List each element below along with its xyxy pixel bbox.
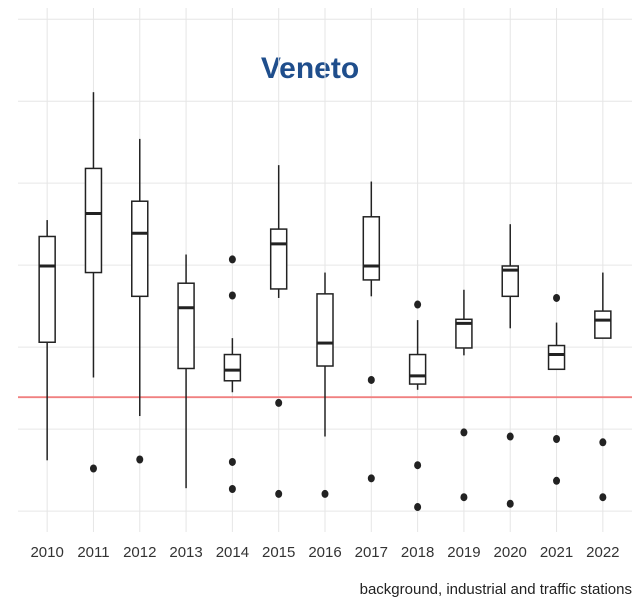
x-tick-label: 2014 — [216, 544, 249, 561]
box — [316, 293, 334, 367]
box — [131, 200, 149, 298]
x-tick-label: 2022 — [586, 544, 619, 561]
outlier — [414, 461, 422, 470]
outlier — [367, 375, 375, 384]
outlier — [553, 293, 561, 302]
outlier — [89, 464, 97, 473]
outlier — [321, 489, 329, 498]
x-tick-label: 2010 — [30, 544, 63, 561]
outlier — [228, 485, 236, 494]
outlier — [136, 455, 144, 464]
x-tick-label: 2017 — [355, 544, 388, 561]
outlier — [414, 300, 422, 309]
x-tick-label: 2019 — [447, 544, 480, 561]
x-tick-label: 2021 — [540, 544, 573, 561]
x-tick-label: 2020 — [494, 544, 527, 561]
chart-title: Veneto — [261, 52, 359, 85]
box — [594, 310, 612, 339]
outlier — [506, 499, 514, 508]
box — [408, 353, 427, 385]
x-tick-label: 2018 — [401, 544, 434, 561]
outlier — [275, 489, 283, 498]
caption: background, industrial and traffic stati… — [360, 581, 632, 598]
x-tick-label: 2011 — [77, 544, 109, 561]
x-tick-label: 2012 — [123, 544, 156, 561]
outlier — [599, 493, 607, 502]
outlier — [228, 457, 236, 466]
outlier — [414, 503, 422, 512]
outlier — [460, 493, 468, 502]
box — [269, 228, 288, 290]
box — [177, 282, 195, 370]
outlier — [228, 291, 236, 300]
x-tick-label: 2016 — [308, 544, 341, 561]
grid — [18, 8, 632, 532]
box — [38, 235, 56, 343]
outlier — [367, 474, 375, 483]
box — [501, 265, 519, 298]
box — [547, 344, 566, 371]
outlier — [553, 434, 561, 443]
outlier — [228, 255, 236, 264]
x-tick-label: 2015 — [262, 544, 295, 561]
outlier — [460, 428, 468, 437]
outlier — [506, 432, 514, 441]
outlier — [275, 398, 283, 407]
box — [223, 353, 242, 382]
outlier — [553, 476, 561, 485]
box — [84, 167, 103, 274]
x-tick-label: 2013 — [169, 544, 202, 561]
box — [362, 216, 381, 281]
outlier — [599, 438, 607, 447]
box — [455, 318, 473, 349]
